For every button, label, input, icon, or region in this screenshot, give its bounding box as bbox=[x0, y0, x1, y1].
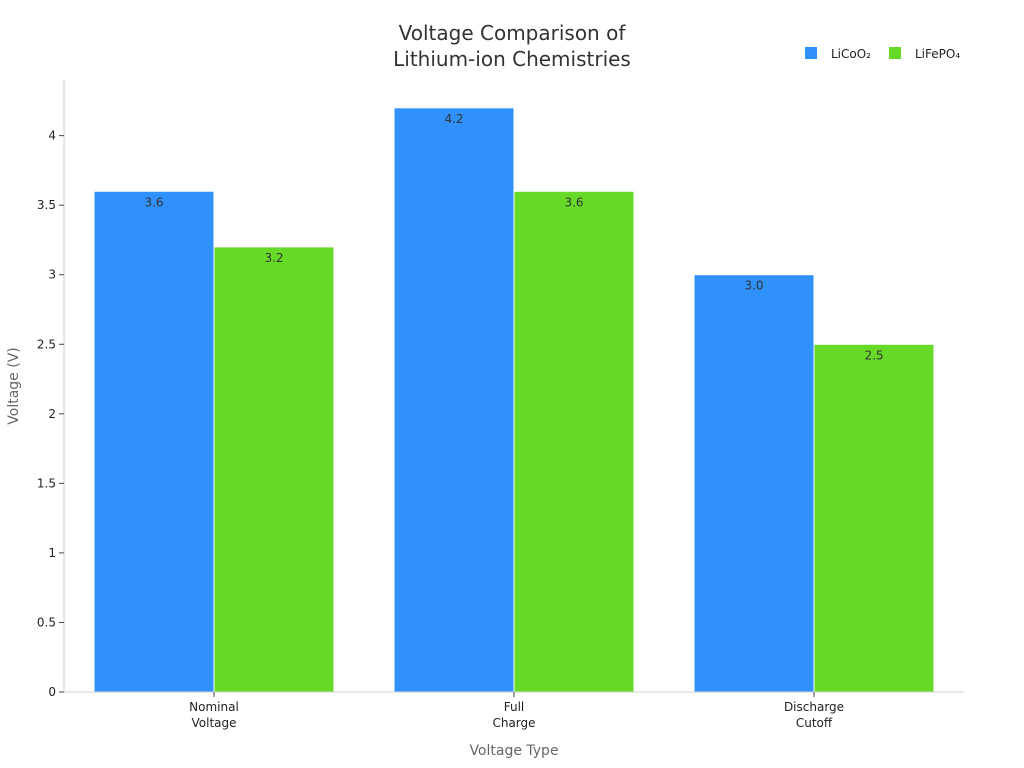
y-axis-title: Voltage (V) bbox=[6, 347, 22, 424]
bar-lifepo4-2 bbox=[813, 343, 935, 693]
x-axis-title: Voltage Type bbox=[469, 743, 558, 759]
x-category-label: Cutoff bbox=[796, 716, 833, 730]
chart-title-line-1: Voltage Comparison of bbox=[399, 21, 627, 45]
y-tick-label: 2.5 bbox=[37, 337, 56, 351]
y-tick-label: 0.5 bbox=[37, 615, 56, 629]
data-labels: 3.6 3.2 4.2 3.6 3.0 2.5 bbox=[144, 112, 883, 362]
x-category-label: Voltage bbox=[191, 716, 236, 730]
data-label: 3.0 bbox=[744, 279, 763, 293]
legend-swatch bbox=[889, 47, 901, 59]
y-tick-label: 0 bbox=[48, 685, 56, 699]
legend-swatch bbox=[805, 47, 817, 59]
data-label: 3.2 bbox=[264, 251, 283, 265]
x-category-label: Full bbox=[504, 700, 525, 714]
y-tick-label: 1.5 bbox=[37, 476, 56, 490]
data-label: 3.6 bbox=[564, 195, 583, 209]
bar-lifepo4-1 bbox=[513, 190, 635, 693]
x-category-label: Charge bbox=[492, 716, 535, 730]
x-category-label: Nominal bbox=[189, 700, 239, 714]
y-tick-label: 2 bbox=[48, 407, 56, 421]
bar-licoo2-1 bbox=[393, 107, 515, 693]
legend-label: LiCoO₂ bbox=[831, 47, 871, 61]
bars bbox=[93, 107, 935, 693]
data-label: 4.2 bbox=[444, 112, 463, 126]
x-axis-labels: Nominal Voltage Full Charge Discharge Cutoff bbox=[189, 692, 844, 730]
data-label: 2.5 bbox=[864, 348, 883, 362]
y-tick-label: 1 bbox=[48, 546, 56, 560]
bar-lifepo4-0 bbox=[213, 246, 335, 693]
y-tick-label: 4 bbox=[48, 129, 56, 143]
bar-licoo2-0 bbox=[93, 190, 215, 693]
legend: LiCoO₂ LiFePO₄ bbox=[805, 47, 960, 61]
y-tick-label: 3.5 bbox=[37, 198, 56, 212]
x-category-label: Discharge bbox=[784, 700, 844, 714]
legend-label: LiFePO₄ bbox=[915, 47, 960, 61]
bar-licoo2-2 bbox=[693, 274, 815, 693]
chart-title-line-2: Lithium-ion Chemistries bbox=[393, 47, 631, 71]
y-tick-label: 3 bbox=[48, 268, 56, 282]
y-axis-ticks: 0 0.5 1 1.5 2 2.5 3 3.5 4 bbox=[37, 129, 64, 699]
data-label: 3.6 bbox=[144, 195, 163, 209]
